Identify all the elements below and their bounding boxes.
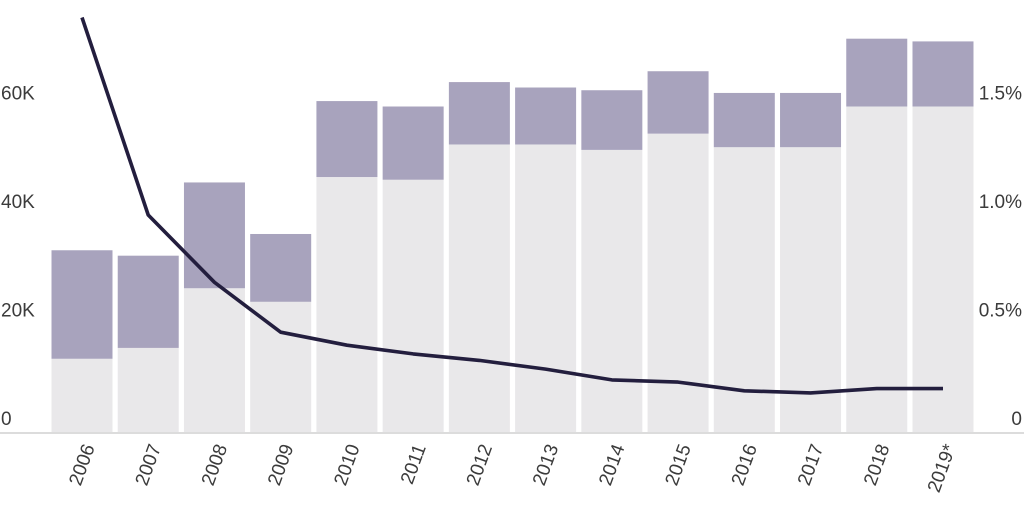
y-axis-tick-label-left: 20K (1, 301, 35, 322)
trend-line (80, 16, 943, 395)
x-axis-label: 2014 (595, 441, 629, 488)
bar-segment-bottom (713, 147, 775, 432)
bar-segment-top (382, 106, 444, 180)
bar-segment-bottom (250, 301, 312, 432)
bar-segment-bottom (912, 106, 974, 432)
bar-segment-top (647, 71, 709, 134)
bar-segment-top (581, 90, 643, 150)
bar-segment-top (117, 255, 179, 348)
bar-segment-top (316, 101, 378, 178)
x-axis-label: 2012 (463, 442, 497, 489)
y-axis-tick-label-right: 0.5% (979, 301, 1022, 322)
x-axis-label: 2013 (529, 442, 563, 489)
bar-segment-bottom (846, 106, 908, 432)
bar-segment-bottom (117, 347, 179, 432)
x-axis-label: 2019* (924, 441, 961, 495)
y-axis-tick-label-left: 60K (1, 84, 35, 105)
bar-segment-bottom (183, 288, 245, 432)
bar-segment-bottom (515, 144, 577, 432)
bar-segment-bottom (581, 149, 643, 432)
bar-segment-bottom (51, 358, 113, 432)
bar-segment-top (846, 38, 908, 107)
y-axis-tick-label-right: 1.5% (979, 84, 1022, 105)
y-axis-tick-label-left: 40K (1, 192, 35, 213)
bar-segment-top (780, 92, 842, 148)
x-axis-label: 2018 (860, 442, 894, 489)
x-axis-label: 2006 (66, 442, 100, 489)
bar-segment-bottom (448, 144, 510, 432)
x-axis-label: 2009 (264, 442, 298, 489)
x-axis-label: 2016 (728, 442, 762, 489)
bar-segment-top (713, 92, 775, 148)
x-axis-label: 2015 (662, 442, 696, 489)
bar-segment-top (51, 250, 113, 359)
bar-segment-top (183, 182, 245, 289)
bar-segment-top (448, 82, 510, 145)
x-axis-label: 2010 (330, 442, 364, 489)
x-axis-label: 2017 (794, 442, 828, 489)
x-axis-label: 2007 (132, 442, 166, 489)
bar-segment-bottom (316, 177, 378, 432)
bar-segment-top (250, 233, 312, 302)
bar-segment-top (515, 87, 577, 145)
bar-segment-bottom (780, 147, 842, 432)
bar-segment-bottom (382, 179, 444, 432)
bar-segment-top (912, 41, 974, 107)
x-axis-label: 2008 (198, 442, 232, 489)
x-axis-label: 2011 (397, 442, 431, 488)
y-axis-tick-label-left: 0 (1, 409, 12, 430)
bar-segment-bottom (647, 133, 709, 432)
y-axis-tick-label-right: 0 (1011, 409, 1022, 430)
y-axis-tick-label-right: 1.0% (979, 192, 1022, 213)
